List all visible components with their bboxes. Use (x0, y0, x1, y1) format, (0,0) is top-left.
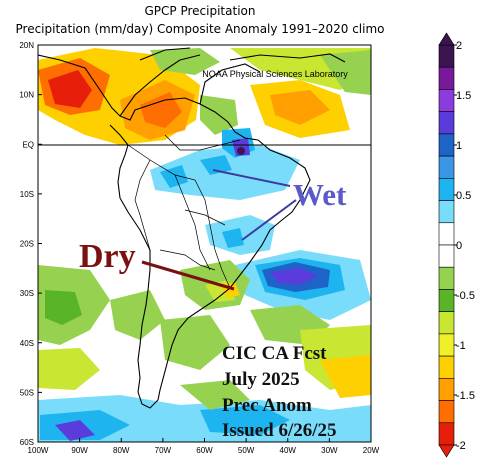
forecast-line-3: Prec Anom (222, 395, 312, 416)
colorbar-swatch (438, 400, 455, 424)
wet-arrow-amazon (212, 169, 291, 187)
colorbar-swatch (438, 89, 455, 112)
dry-arrow (141, 260, 235, 291)
colorbar-swatch (438, 44, 455, 68)
lon-tick-label: 70W (155, 446, 172, 455)
colorbar-tick-label: -0.5 (456, 290, 475, 302)
colorbar-swatch (438, 66, 455, 90)
colorbar-swatch (438, 244, 455, 268)
forecast-line-1: CIC CA Fcst (222, 343, 327, 364)
lat-tick-label: 60S (20, 438, 34, 447)
colorbar-tick-label: 2 (456, 40, 462, 52)
lat-tick-label: 10S (20, 190, 34, 199)
colorbar-swatch (438, 266, 455, 290)
lat-tick-label: 20S (20, 240, 34, 249)
lat-tick-label: 20N (19, 41, 34, 50)
lon-tick-label: 100W (28, 446, 49, 455)
colorbar-swatch (438, 289, 455, 312)
longitude-ticks: 100W 90W 80W 70W 60W 50W 40W 30W 20W (28, 438, 380, 455)
colorbar-swatch (438, 155, 455, 179)
coastline (38, 47, 346, 409)
lat-tick-label: 10N (19, 91, 34, 100)
map-title: GPCP Precipitation (144, 4, 256, 18)
colorbar-tick-label: 0 (456, 240, 462, 252)
lon-tick-label: 90W (71, 446, 88, 455)
wet-annotation: Wet (293, 177, 347, 212)
colorbar: 2 1.5 1 0.5 0 -0.5 -1 -1.5 -2 (438, 32, 475, 458)
colorbar-swatch (438, 311, 455, 335)
lat-tick-label: 40S (20, 339, 34, 348)
colorbar-swatch (438, 111, 455, 135)
lat-tick-label: 50S (20, 388, 34, 397)
lat-tick-label: EQ (22, 140, 34, 149)
credit-label: NOAA Physical Sciences Laboratory (202, 69, 348, 79)
colorbar-swatch (438, 222, 455, 246)
lon-tick-label: 40W (280, 446, 297, 455)
colorbar-tick-label: -1.5 (456, 390, 475, 402)
colorbar-swatch (438, 378, 455, 401)
lon-tick-label: 20W (363, 446, 380, 455)
lon-tick-label: 80W (113, 446, 130, 455)
colorbar-swatch (438, 333, 455, 357)
colorbar-swatch (438, 422, 455, 446)
map-subtitle: Precipitation (mm/day) Composite Anomaly… (15, 22, 385, 36)
lon-tick-label: 60W (196, 446, 213, 455)
colorbar-tick-label: 1.5 (456, 90, 471, 102)
colorbar-swatch (438, 200, 455, 224)
colorbar-tick-label: -2 (456, 440, 466, 452)
forecast-line-4: Issued 6/26/25 (222, 420, 337, 441)
lon-tick-label: 50W (238, 446, 255, 455)
dry-annotation: Dry (79, 238, 136, 275)
colorbar-tick-label: -1 (456, 340, 466, 352)
wet-arrow-brazil (241, 199, 297, 241)
colorbar-swatch (438, 133, 455, 157)
colorbar-swatch (438, 178, 455, 201)
forecast-line-2: July 2025 (222, 369, 300, 390)
colorbar-tick-label: 1 (456, 140, 462, 152)
latitude-ticks: 20N 10N EQ 10S 20S 30S 40S 50S 60S (19, 41, 42, 447)
colorbar-tick-label: 0.5 (456, 190, 471, 202)
lat-tick-label: 30S (20, 289, 34, 298)
colorbar-bottom-cap (438, 444, 455, 458)
colorbar-swatch (438, 355, 455, 379)
colorbar-top-cap (438, 32, 455, 46)
lon-tick-label: 30W (321, 446, 338, 455)
